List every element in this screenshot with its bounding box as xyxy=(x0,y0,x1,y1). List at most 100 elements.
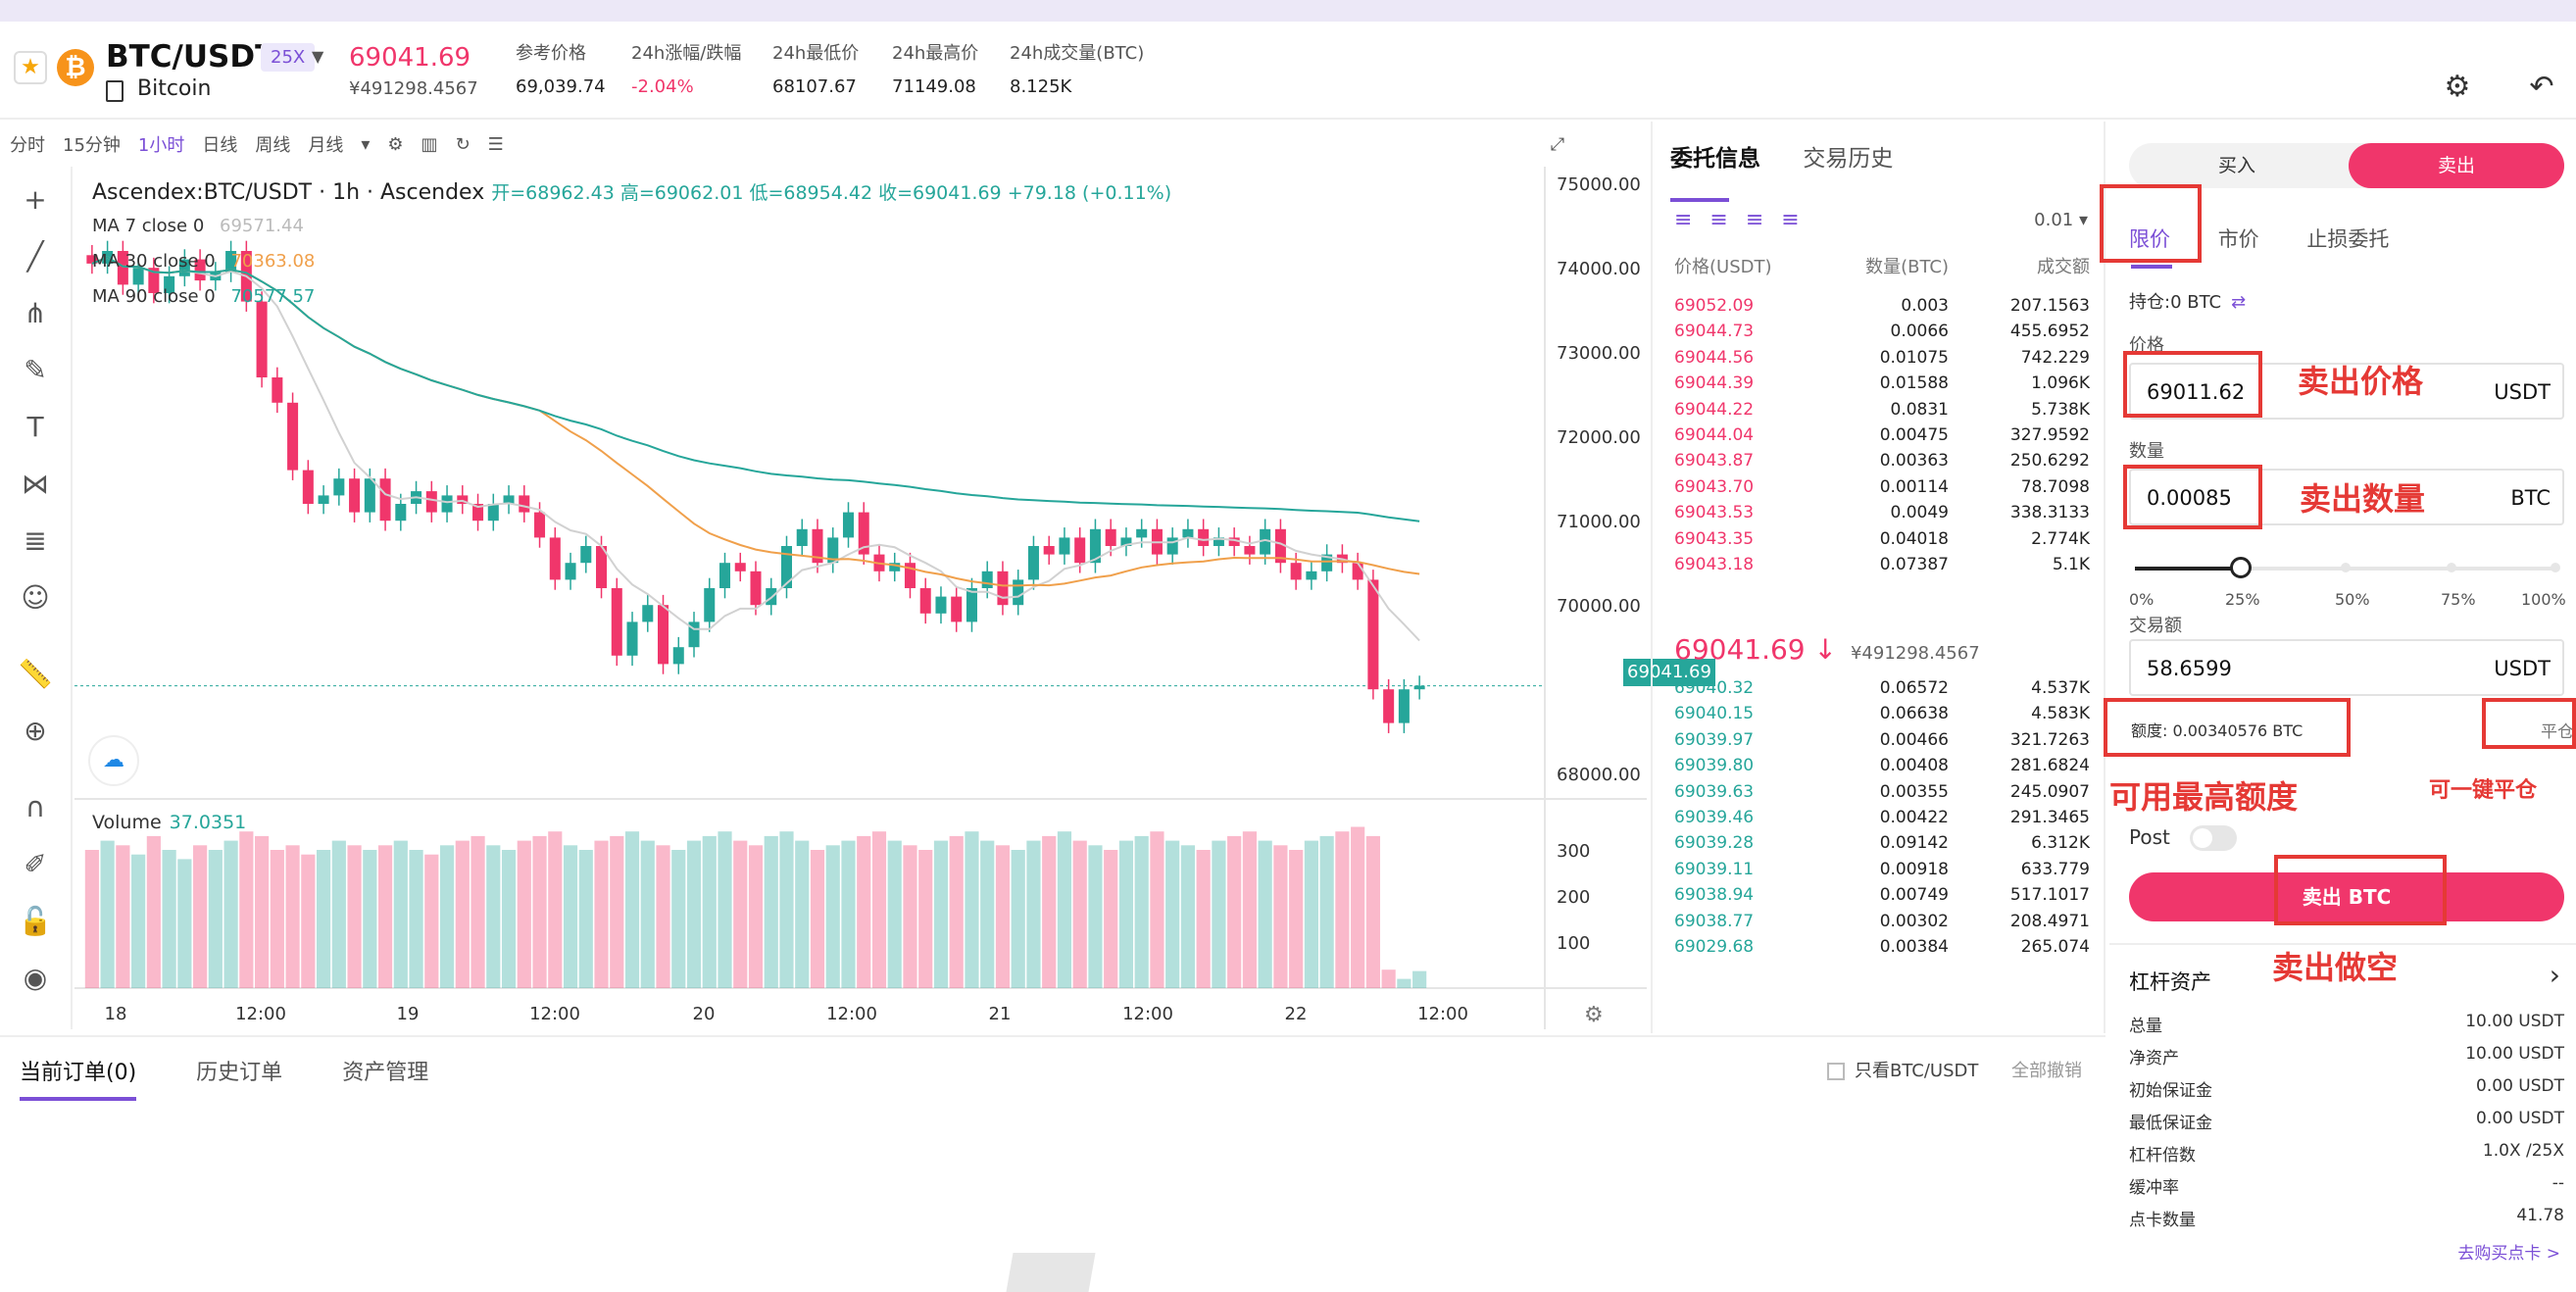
ruler-icon[interactable]: 📏 xyxy=(18,658,53,690)
refresh-icon[interactable]: ↻ xyxy=(455,133,471,155)
ask-row[interactable]: 69043.53 0.0049 338.3133 xyxy=(1674,503,2090,528)
slider-mark[interactable] xyxy=(2341,563,2351,572)
pct-label[interactable]: 0% xyxy=(2129,590,2155,609)
bid-row[interactable]: 69039.46 0.00422 291.3465 xyxy=(1674,808,2090,833)
chart-canvas[interactable]: 75000.00 74000.00 73000.00 72000.00 71000.00… xyxy=(74,167,1647,1029)
amount-slider[interactable] xyxy=(2135,557,2560,578)
brush-icon[interactable]: ✎ xyxy=(24,354,47,386)
pct-label[interactable]: 75% xyxy=(2441,590,2476,609)
ask-row[interactable]: 69043.35 0.04018 2.774K xyxy=(1674,529,2090,555)
zoom-in-icon[interactable]: ⊕ xyxy=(24,715,47,747)
buy-card-link[interactable]: 去购买点卡 > xyxy=(2457,1244,2560,1264)
settings-icon[interactable]: ⚙ xyxy=(387,133,404,155)
indicator-icon[interactable]: ▥ xyxy=(421,133,438,155)
ask-row[interactable]: 69043.70 0.00114 78.7098 xyxy=(1674,477,2090,503)
eye-icon[interactable]: ◉ xyxy=(23,962,48,994)
candle-body xyxy=(441,495,453,513)
ask-row[interactable]: 69052.09 0.003 207.1563 xyxy=(1674,296,2090,322)
pct-label[interactable]: 100% xyxy=(2521,590,2566,609)
emoji-icon[interactable]: ☺ xyxy=(21,581,50,614)
tab-current-orders[interactable]: 当前订单(0) xyxy=(20,1061,137,1101)
tab-stop[interactable]: 止损委托 xyxy=(2306,227,2390,251)
bid-row[interactable]: 69038.94 0.00749 517.1017 xyxy=(1674,885,2090,911)
pattern-icon[interactable]: ⋈ xyxy=(22,468,49,500)
interval-button-active[interactable]: 1小时 xyxy=(137,135,185,156)
menu-icon[interactable]: ☰ xyxy=(487,133,504,155)
trendline-icon[interactable]: ╱ xyxy=(26,240,44,273)
tab-orderbook[interactable]: 委托信息 xyxy=(1670,146,1760,172)
interval-button[interactable]: 周线 xyxy=(255,135,291,156)
document-icon[interactable] xyxy=(106,80,124,102)
amount-input[interactable]: 58.6599 USDT xyxy=(2129,639,2564,696)
text-icon[interactable]: T xyxy=(26,411,44,443)
ask-row[interactable]: 69043.87 0.00363 250.6292 xyxy=(1674,451,2090,476)
cancel-all-button[interactable]: 全部撤销 xyxy=(2011,1061,2082,1081)
qty-value[interactable]: 0.00085 xyxy=(2147,486,2232,510)
tab-asset-management[interactable]: 资产管理 xyxy=(342,1061,429,1085)
leverage-badge[interactable]: 25X xyxy=(261,43,316,72)
magnet-icon[interactable]: ∩ xyxy=(25,791,46,823)
fullscreen-icon[interactable]: ⤢ xyxy=(1550,133,1565,155)
bid-row[interactable]: 69029.68 0.00384 265.074 xyxy=(1674,937,2090,963)
bid-row[interactable]: 69039.11 0.00918 633.779 xyxy=(1674,860,2090,885)
fib-icon[interactable]: ≣ xyxy=(24,524,47,557)
pitchfork-icon[interactable]: ⋔ xyxy=(24,297,47,329)
bid-row[interactable]: 69039.80 0.00408 281.6824 xyxy=(1674,756,2090,781)
swap-icon[interactable]: ⇄ xyxy=(2231,292,2247,313)
tab-order-history[interactable]: 历史订单 xyxy=(196,1061,283,1085)
ask-row[interactable]: 69044.56 0.01075 742.229 xyxy=(1674,348,2090,373)
gear-icon[interactable]: ⚙ xyxy=(2444,70,2471,104)
price-input[interactable]: 69011.62 USDT xyxy=(2129,363,2564,420)
tab-limit[interactable]: 限价 xyxy=(2129,227,2170,251)
sell-tab[interactable]: 卖出 xyxy=(2349,143,2564,188)
volume-bar xyxy=(363,850,377,988)
interval-button[interactable]: 分时 xyxy=(10,135,45,156)
interval-button[interactable]: 月线 xyxy=(308,135,344,156)
pct-label[interactable]: 25% xyxy=(2225,590,2260,609)
price-step-select[interactable]: 0.01 ▾ xyxy=(2034,210,2088,230)
bid-row[interactable]: 69040.32 0.06572 4.537K xyxy=(1674,678,2090,704)
close-position-button[interactable]: 平仓 xyxy=(2541,722,2574,742)
ask-row[interactable]: 69044.73 0.0066 455.6952 xyxy=(1674,322,2090,347)
ask-row[interactable]: 69044.22 0.0831 5.738K xyxy=(1674,400,2090,425)
slider-handle[interactable] xyxy=(2229,557,2252,578)
qty-input[interactable]: 0.00085 BTC xyxy=(2129,469,2564,525)
depth-mode-icons[interactable]: ≡≡≡≡ xyxy=(1674,208,1817,232)
chevron-down-icon[interactable]: ▼ xyxy=(312,47,324,66)
pair-name[interactable]: BTC/USDT xyxy=(106,39,276,75)
post-toggle[interactable] xyxy=(2190,825,2237,851)
crosshair-icon[interactable]: + xyxy=(24,183,47,216)
slider-mark[interactable] xyxy=(2551,563,2560,572)
slider-mark[interactable] xyxy=(2447,563,2456,572)
back-icon[interactable]: ↶ xyxy=(2529,70,2554,104)
bid-row[interactable]: 69039.28 0.09142 6.312K xyxy=(1674,833,2090,859)
price-chart[interactable]: 75000.00 74000.00 73000.00 72000.00 71000.00… xyxy=(74,167,1715,1029)
chevron-down-icon[interactable]: ▾ xyxy=(361,133,371,155)
bid-row[interactable]: 69038.77 0.00302 208.4971 xyxy=(1674,912,2090,937)
star-icon[interactable]: ★ xyxy=(14,51,47,84)
bid-row[interactable]: 69039.97 0.00466 321.7263 xyxy=(1674,730,2090,756)
interval-button[interactable]: 日线 xyxy=(202,135,238,156)
asset-value: 10.00 USDT xyxy=(2465,1044,2564,1064)
chevron-right-icon[interactable]: › xyxy=(2549,959,2560,991)
interval-button[interactable]: 15分钟 xyxy=(63,135,121,156)
ask-row[interactable]: 69043.18 0.07387 5.1K xyxy=(1674,555,2090,580)
candle-body xyxy=(1274,528,1286,564)
bid-row[interactable]: 69040.15 0.06638 4.583K xyxy=(1674,704,2090,729)
tradingview-logo-icon[interactable]: ☁ xyxy=(88,735,139,786)
lock-icon[interactable]: 🔓 xyxy=(18,905,53,937)
ask-row[interactable]: 69044.04 0.00475 327.9592 xyxy=(1674,425,2090,451)
buy-tab[interactable]: 买入 xyxy=(2217,155,2255,176)
tab-market[interactable]: 市价 xyxy=(2217,227,2259,251)
pct-label[interactable]: 50% xyxy=(2335,590,2370,609)
only-pair-checkbox[interactable]: 只看BTC/USDT xyxy=(1827,1057,1978,1082)
price-value[interactable]: 69011.62 xyxy=(2147,380,2246,404)
amount-value[interactable]: 58.6599 xyxy=(2147,657,2232,680)
checkbox-icon[interactable] xyxy=(1827,1063,1845,1080)
ask-row[interactable]: 69044.39 0.01588 1.096K xyxy=(1674,373,2090,399)
tab-trade-history[interactable]: 交易历史 xyxy=(1803,146,1894,172)
sell-btc-button[interactable]: 卖出 BTC xyxy=(2129,872,2564,921)
pen-lock-icon[interactable]: ✐ xyxy=(24,848,47,880)
bid-row[interactable]: 69039.63 0.00355 245.0907 xyxy=(1674,782,2090,808)
total-cell: 4.537K xyxy=(2031,678,2090,698)
